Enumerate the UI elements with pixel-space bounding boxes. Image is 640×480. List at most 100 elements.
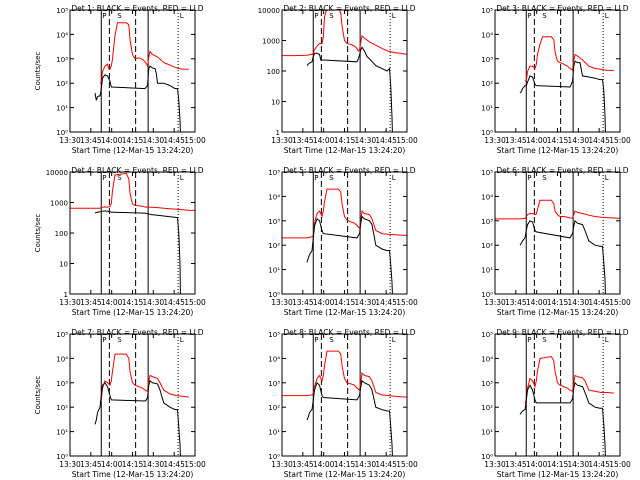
panel-title: Det 4: BLACK = Events, RED = LLD [71, 166, 203, 175]
y-tick-label: 10⁰ [481, 453, 493, 461]
event-marker-label: P [527, 336, 531, 344]
series-line-black [94, 380, 181, 456]
x-tick-label: 13:45 [505, 460, 527, 469]
x-tick-label: 14:30 [568, 460, 590, 469]
panel-det-1: 13:30 13:45 14:00 14:15 14:30 14:45 15:00 10⁰ 10… [34, 4, 206, 155]
y-tick-label: 10⁰ [56, 129, 68, 137]
y-tick-label: 10000 [46, 169, 68, 177]
x-tick-label: 13:30 [484, 460, 506, 469]
x-tick-label: 13:45 [80, 460, 102, 469]
x-tick-label: 13:30 [59, 460, 81, 469]
event-marker-label: S [329, 174, 334, 182]
event-marker-label: L [605, 174, 609, 182]
x-tick-label: 14:30 [568, 136, 590, 145]
x-axis-label: Start Time (12-Mar-15 13:24:20) [72, 146, 194, 155]
x-tick-label: 13:45 [292, 298, 314, 307]
y-tick-label: 1000 [50, 200, 68, 208]
series-line-red [282, 10, 407, 57]
x-axis-label: Start Time (12-Mar-15 13:24:20) [284, 146, 406, 155]
plot-frame [494, 171, 621, 295]
y-tick-label: 10¹ [56, 105, 68, 113]
x-tick-label: 15:00 [184, 136, 206, 145]
x-tick-label: 14:15 [547, 136, 569, 145]
x-tick-label: 15:00 [609, 298, 631, 307]
event-marker-label: L [605, 336, 609, 344]
event-marker-label: L [392, 12, 396, 20]
x-tick-label: 13:30 [59, 298, 81, 307]
panel-det-2: 13:30 13:45 14:00 14:15 14:30 14:45 15:00 1 10 10… [258, 4, 418, 155]
x-tick-label: 15:00 [184, 298, 206, 307]
y-tick-label: 10² [481, 404, 493, 412]
y-tick-label: 10⁵ [268, 169, 280, 177]
event-marker-label: S [329, 12, 334, 20]
y-tick-label: 1 [276, 129, 280, 137]
x-tick-label: 14:00 [313, 298, 335, 307]
y-tick-label: 10¹ [481, 105, 493, 113]
panel-det-9: 13:30 13:45 14:00 14:15 14:30 14:45 15:00 10⁰ 10… [481, 328, 631, 479]
x-tick-label: 13:30 [59, 136, 81, 145]
y-tick-label: 10⁵ [481, 169, 493, 177]
y-tick-label: 10⁴ [56, 31, 68, 39]
event-marker-label: S [117, 12, 122, 20]
event-marker-label: S [117, 336, 122, 344]
event-marker-label: L [180, 336, 184, 344]
y-tick-label: 10¹ [481, 267, 493, 275]
event-marker-label: P [102, 174, 106, 182]
event-marker-label: P [314, 12, 318, 20]
series-line-black [94, 65, 181, 132]
y-tick-label: 10¹ [481, 429, 493, 437]
panel-title: Det 7: BLACK = Events, RED = LLD [71, 328, 203, 337]
x-axis-label: Start Time (12-Mar-15 13:24:20) [284, 308, 406, 317]
x-tick-label: 14:15 [334, 136, 356, 145]
x-tick-label: 14:00 [526, 460, 548, 469]
panel-title: Det 6: BLACK = Events, RED = LLD [496, 166, 628, 175]
event-marker-label: L [180, 174, 184, 182]
y-tick-label: 10⁵ [481, 7, 493, 15]
x-axis-label: Start Time (12-Mar-15 13:24:20) [72, 470, 194, 479]
series-line-black [519, 381, 606, 456]
x-tick-label: 13:45 [80, 298, 102, 307]
y-tick-label: 10³ [56, 56, 68, 64]
x-tick-label: 14:45 [375, 460, 397, 469]
y-tick-label: 10¹ [268, 267, 280, 275]
x-tick-label: 14:45 [163, 298, 185, 307]
event-marker-label: L [605, 12, 609, 20]
x-tick-label: 14:45 [588, 298, 610, 307]
series-line-red [99, 353, 189, 404]
panel-det-6: 13:30 13:45 14:00 14:15 14:30 14:45 15:00 10⁰ 10… [481, 166, 631, 317]
panel-title: Det 9: BLACK = Events, RED = LLD [496, 328, 628, 337]
panel-title: Det 8: BLACK = Events, RED = LLD [283, 328, 415, 337]
x-tick-label: 14:45 [163, 136, 185, 145]
x-tick-label: 15:00 [609, 136, 631, 145]
x-axis-label: Start Time (12-Mar-15 13:24:20) [497, 308, 619, 317]
series-line-red [524, 355, 614, 404]
x-tick-label: 14:30 [355, 298, 377, 307]
event-marker-label: S [542, 336, 547, 344]
x-tick-label: 14:45 [163, 460, 185, 469]
y-tick-label: 10⁰ [268, 453, 280, 461]
x-tick-label: 13:30 [271, 136, 293, 145]
x-tick-label: 14:30 [143, 460, 165, 469]
panel-title: Det 2: BLACK = Events, RED = LLD [283, 4, 415, 13]
plot-frame [494, 333, 621, 457]
panel-title: Det 5: BLACK = Events, RED = LLD [283, 166, 415, 175]
y-tick-label: 10² [481, 242, 493, 250]
event-marker-label: P [527, 12, 531, 20]
y-tick-label: 10¹ [268, 429, 280, 437]
x-tick-label: 13:45 [505, 136, 527, 145]
y-tick-label: 10⁰ [481, 291, 493, 299]
y-tick-label: 10⁴ [268, 193, 280, 201]
panel-det-5: 13:30 13:45 14:00 14:15 14:30 14:45 15:00 10⁰ 10… [268, 166, 418, 317]
y-tick-label: 10⁰ [268, 291, 280, 299]
y-tick-label: 10⁴ [268, 355, 280, 363]
y-tick-label: 10² [56, 80, 68, 88]
x-tick-label: 14:45 [375, 298, 397, 307]
x-tick-label: 14:00 [101, 136, 123, 145]
plot-frame [69, 171, 196, 295]
y-tick-label: 10 [271, 99, 280, 107]
y-tick-label: 10² [481, 80, 493, 88]
plot-frame [281, 9, 408, 133]
y-axis-label: Counts/sec [34, 376, 42, 415]
y-tick-label: 10² [56, 404, 68, 412]
